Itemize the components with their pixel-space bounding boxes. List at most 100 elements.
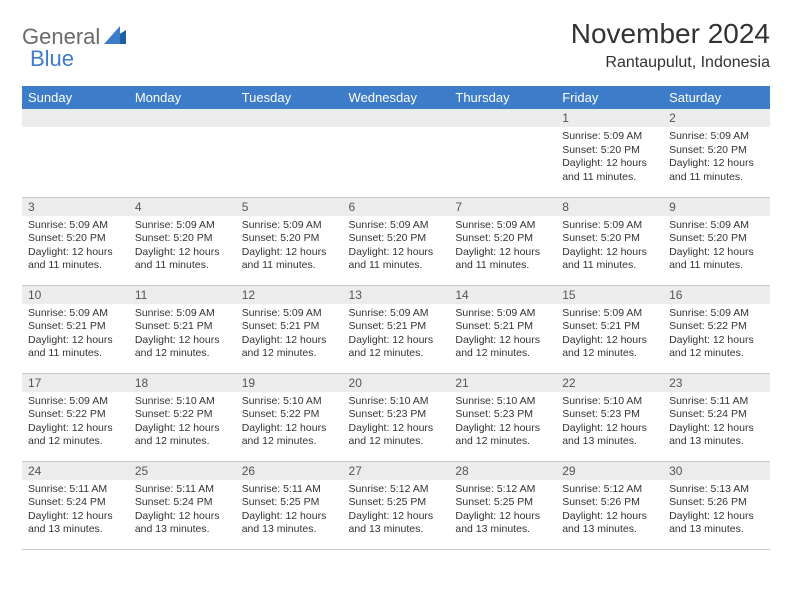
daylight-text: Daylight: 12 hours and 12 minutes. bbox=[135, 334, 230, 361]
sunrise-text: Sunrise: 5:11 AM bbox=[28, 483, 123, 497]
sunrise-text: Sunrise: 5:09 AM bbox=[562, 307, 657, 321]
daylight-text: Daylight: 12 hours and 11 minutes. bbox=[135, 246, 230, 273]
calendar-cell: 26Sunrise: 5:11 AMSunset: 5:25 PMDayligh… bbox=[236, 461, 343, 549]
day-number-empty bbox=[343, 109, 450, 127]
daylight-text: Daylight: 12 hours and 13 minutes. bbox=[562, 422, 657, 449]
day-body: Sunrise: 5:10 AMSunset: 5:23 PMDaylight:… bbox=[343, 392, 450, 454]
sunset-text: Sunset: 5:25 PM bbox=[455, 496, 550, 510]
day-number: 9 bbox=[663, 198, 770, 216]
day-body: Sunrise: 5:09 AMSunset: 5:22 PMDaylight:… bbox=[663, 304, 770, 366]
sunrise-text: Sunrise: 5:10 AM bbox=[349, 395, 444, 409]
daylight-text: Daylight: 12 hours and 11 minutes. bbox=[28, 334, 123, 361]
calendar-cell: 20Sunrise: 5:10 AMSunset: 5:23 PMDayligh… bbox=[343, 373, 450, 461]
day-body: Sunrise: 5:11 AMSunset: 5:24 PMDaylight:… bbox=[22, 480, 129, 542]
calendar-cell: 2Sunrise: 5:09 AMSunset: 5:20 PMDaylight… bbox=[663, 109, 770, 197]
calendar-cell: 25Sunrise: 5:11 AMSunset: 5:24 PMDayligh… bbox=[129, 461, 236, 549]
day-body: Sunrise: 5:13 AMSunset: 5:26 PMDaylight:… bbox=[663, 480, 770, 542]
daylight-text: Daylight: 12 hours and 12 minutes. bbox=[349, 334, 444, 361]
day-number: 5 bbox=[236, 198, 343, 216]
day-number: 25 bbox=[129, 462, 236, 480]
sunrise-text: Sunrise: 5:09 AM bbox=[455, 219, 550, 233]
calendar-cell: 5Sunrise: 5:09 AMSunset: 5:20 PMDaylight… bbox=[236, 197, 343, 285]
weekday-header: Friday bbox=[556, 86, 663, 109]
sunset-text: Sunset: 5:23 PM bbox=[455, 408, 550, 422]
day-body: Sunrise: 5:09 AMSunset: 5:20 PMDaylight:… bbox=[449, 216, 556, 278]
calendar-cell: 8Sunrise: 5:09 AMSunset: 5:20 PMDaylight… bbox=[556, 197, 663, 285]
sunrise-text: Sunrise: 5:09 AM bbox=[28, 307, 123, 321]
sunrise-text: Sunrise: 5:09 AM bbox=[135, 307, 230, 321]
calendar-week-row: 17Sunrise: 5:09 AMSunset: 5:22 PMDayligh… bbox=[22, 373, 770, 461]
day-number: 22 bbox=[556, 374, 663, 392]
weekday-header: Saturday bbox=[663, 86, 770, 109]
calendar-cell: 4Sunrise: 5:09 AMSunset: 5:20 PMDaylight… bbox=[129, 197, 236, 285]
sunrise-text: Sunrise: 5:09 AM bbox=[135, 219, 230, 233]
sunset-text: Sunset: 5:20 PM bbox=[669, 232, 764, 246]
sunrise-text: Sunrise: 5:09 AM bbox=[242, 307, 337, 321]
daylight-text: Daylight: 12 hours and 13 minutes. bbox=[455, 510, 550, 537]
sunrise-text: Sunrise: 5:10 AM bbox=[135, 395, 230, 409]
weekday-header: Monday bbox=[129, 86, 236, 109]
day-body: Sunrise: 5:10 AMSunset: 5:23 PMDaylight:… bbox=[556, 392, 663, 454]
day-number: 18 bbox=[129, 374, 236, 392]
day-number: 10 bbox=[22, 286, 129, 304]
sunset-text: Sunset: 5:25 PM bbox=[349, 496, 444, 510]
sunrise-text: Sunrise: 5:09 AM bbox=[669, 307, 764, 321]
header: General November 2024 Rantaupulut, Indon… bbox=[22, 18, 770, 72]
sunrise-text: Sunrise: 5:10 AM bbox=[455, 395, 550, 409]
day-body: Sunrise: 5:12 AMSunset: 5:25 PMDaylight:… bbox=[449, 480, 556, 542]
calendar-cell: 19Sunrise: 5:10 AMSunset: 5:22 PMDayligh… bbox=[236, 373, 343, 461]
day-number: 29 bbox=[556, 462, 663, 480]
calendar-cell: 22Sunrise: 5:10 AMSunset: 5:23 PMDayligh… bbox=[556, 373, 663, 461]
sunrise-text: Sunrise: 5:09 AM bbox=[349, 307, 444, 321]
calendar-cell: 16Sunrise: 5:09 AMSunset: 5:22 PMDayligh… bbox=[663, 285, 770, 373]
daylight-text: Daylight: 12 hours and 11 minutes. bbox=[562, 246, 657, 273]
day-body: Sunrise: 5:10 AMSunset: 5:22 PMDaylight:… bbox=[236, 392, 343, 454]
daylight-text: Daylight: 12 hours and 12 minutes. bbox=[669, 334, 764, 361]
daylight-text: Daylight: 12 hours and 13 minutes. bbox=[669, 510, 764, 537]
day-number: 16 bbox=[663, 286, 770, 304]
calendar-cell: 15Sunrise: 5:09 AMSunset: 5:21 PMDayligh… bbox=[556, 285, 663, 373]
sunset-text: Sunset: 5:20 PM bbox=[28, 232, 123, 246]
day-body: Sunrise: 5:09 AMSunset: 5:21 PMDaylight:… bbox=[556, 304, 663, 366]
sunrise-text: Sunrise: 5:11 AM bbox=[242, 483, 337, 497]
day-number: 20 bbox=[343, 374, 450, 392]
daylight-text: Daylight: 12 hours and 11 minutes. bbox=[28, 246, 123, 273]
day-body: Sunrise: 5:10 AMSunset: 5:23 PMDaylight:… bbox=[449, 392, 556, 454]
sunset-text: Sunset: 5:22 PM bbox=[135, 408, 230, 422]
calendar-cell bbox=[449, 109, 556, 197]
daylight-text: Daylight: 12 hours and 12 minutes. bbox=[242, 334, 337, 361]
calendar-cell: 13Sunrise: 5:09 AMSunset: 5:21 PMDayligh… bbox=[343, 285, 450, 373]
calendar-cell: 14Sunrise: 5:09 AMSunset: 5:21 PMDayligh… bbox=[449, 285, 556, 373]
weekday-header: Tuesday bbox=[236, 86, 343, 109]
location-label: Rantaupulut, Indonesia bbox=[571, 54, 770, 72]
weekday-header: Thursday bbox=[449, 86, 556, 109]
day-number: 24 bbox=[22, 462, 129, 480]
sunrise-text: Sunrise: 5:09 AM bbox=[28, 395, 123, 409]
day-body: Sunrise: 5:11 AMSunset: 5:24 PMDaylight:… bbox=[663, 392, 770, 454]
day-body: Sunrise: 5:09 AMSunset: 5:20 PMDaylight:… bbox=[236, 216, 343, 278]
day-number-empty bbox=[449, 109, 556, 127]
daylight-text: Daylight: 12 hours and 11 minutes. bbox=[562, 157, 657, 184]
calendar-table: SundayMondayTuesdayWednesdayThursdayFrid… bbox=[22, 86, 770, 550]
calendar-cell bbox=[343, 109, 450, 197]
calendar-cell: 9Sunrise: 5:09 AMSunset: 5:20 PMDaylight… bbox=[663, 197, 770, 285]
calendar-week-row: 24Sunrise: 5:11 AMSunset: 5:24 PMDayligh… bbox=[22, 461, 770, 549]
daylight-text: Daylight: 12 hours and 11 minutes. bbox=[242, 246, 337, 273]
sunrise-text: Sunrise: 5:12 AM bbox=[455, 483, 550, 497]
sunset-text: Sunset: 5:20 PM bbox=[455, 232, 550, 246]
sunset-text: Sunset: 5:22 PM bbox=[242, 408, 337, 422]
day-number: 19 bbox=[236, 374, 343, 392]
day-body: Sunrise: 5:12 AMSunset: 5:25 PMDaylight:… bbox=[343, 480, 450, 542]
day-body: Sunrise: 5:11 AMSunset: 5:25 PMDaylight:… bbox=[236, 480, 343, 542]
sunset-text: Sunset: 5:20 PM bbox=[349, 232, 444, 246]
day-number-empty bbox=[129, 109, 236, 127]
daylight-text: Daylight: 12 hours and 13 minutes. bbox=[28, 510, 123, 537]
sunrise-text: Sunrise: 5:09 AM bbox=[669, 130, 764, 144]
day-number: 27 bbox=[343, 462, 450, 480]
logo-text-blue-wrap: Blue bbox=[30, 46, 74, 72]
sunrise-text: Sunrise: 5:12 AM bbox=[349, 483, 444, 497]
daylight-text: Daylight: 12 hours and 13 minutes. bbox=[135, 510, 230, 537]
daylight-text: Daylight: 12 hours and 13 minutes. bbox=[669, 422, 764, 449]
calendar-cell bbox=[236, 109, 343, 197]
day-body: Sunrise: 5:09 AMSunset: 5:20 PMDaylight:… bbox=[22, 216, 129, 278]
